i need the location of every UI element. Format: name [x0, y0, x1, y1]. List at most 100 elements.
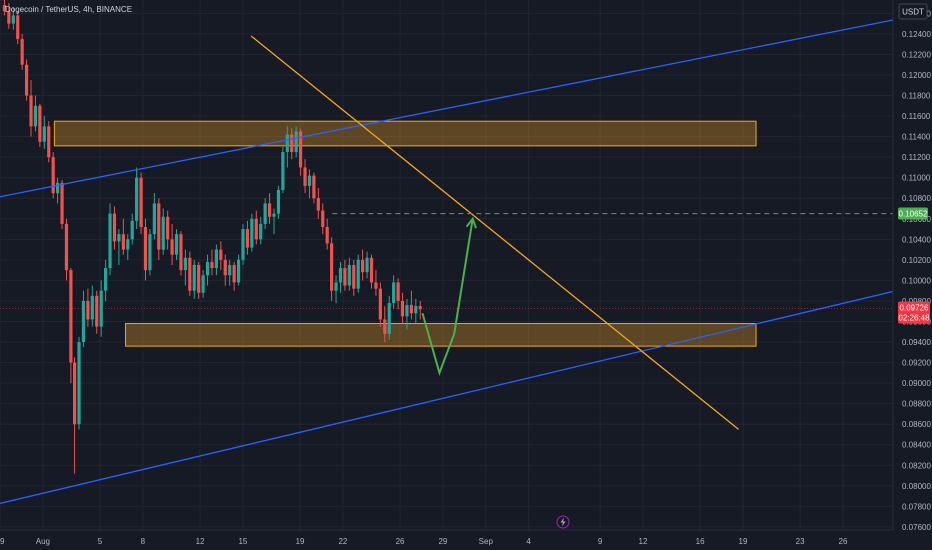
y-tick-label: 0.12400	[902, 30, 931, 39]
candle	[263, 203, 267, 224]
x-tick-label: 19	[296, 537, 305, 546]
candle	[205, 261, 210, 276]
x-tick-label: 23	[796, 537, 805, 546]
channel-lower-line[interactable]	[0, 277, 932, 505]
candle	[69, 270, 73, 363]
candle	[267, 203, 272, 217]
support-zone[interactable]	[125, 323, 757, 347]
candle	[307, 175, 312, 186]
candle	[214, 249, 219, 269]
candle	[143, 226, 148, 271]
candle	[126, 239, 130, 250]
candle	[281, 152, 285, 191]
x-tick-label: 12	[196, 537, 205, 546]
candle	[374, 282, 378, 289]
candle	[272, 213, 276, 217]
candle	[347, 265, 351, 286]
candle	[298, 131, 303, 168]
candle	[250, 218, 254, 248]
current-price-label: 0.09726	[900, 304, 929, 313]
candle	[51, 157, 55, 194]
y-tick-label: 0.08400	[902, 441, 931, 450]
x-tick-label: 15	[238, 537, 247, 546]
candle	[161, 216, 165, 250]
countdown-label: 02:26:48	[898, 314, 930, 323]
y-tick-label: 0.09400	[902, 338, 931, 347]
candle	[210, 261, 214, 269]
candle	[56, 182, 60, 194]
y-tick-label: 0.11200	[902, 153, 931, 162]
candle	[86, 300, 90, 320]
candle	[316, 198, 320, 211]
candle	[166, 216, 170, 240]
y-tick-label: 0.10200	[902, 256, 931, 265]
channel-upper-line[interactable]	[0, 8, 932, 198]
candle	[352, 265, 356, 289]
x-tick-label: 5	[98, 537, 103, 546]
price-axis[interactable]	[893, 0, 932, 530]
y-tick-label: 0.09000	[902, 379, 931, 388]
resistance-zone[interactable]	[53, 120, 757, 147]
candle	[321, 210, 325, 227]
x-tick-label: 26	[396, 537, 405, 546]
candle	[418, 306, 422, 310]
candle	[276, 190, 281, 214]
candle	[139, 177, 143, 227]
candles-layer	[2, 0, 422, 474]
candle	[179, 234, 183, 271]
y-tick-label: 0.10800	[902, 194, 931, 203]
y-tick-label: 0.11000	[902, 174, 931, 183]
candle	[405, 305, 409, 317]
candle	[312, 175, 316, 199]
candle	[285, 134, 289, 153]
y-tick-label: 0.12200	[902, 50, 931, 59]
candle	[99, 290, 103, 327]
candle	[232, 265, 236, 283]
time-axis-ticks: 29 Aug 5 8 12 15 19 22 26 29 Sep 4 9 12 16 19 23 26	[0, 537, 848, 546]
candle	[29, 95, 33, 127]
candle	[409, 305, 413, 314]
target-price-badge	[898, 207, 928, 220]
candle	[236, 259, 241, 283]
candle	[33, 105, 38, 127]
y-tick-label: 0.11800	[902, 92, 931, 101]
currency-button[interactable]	[898, 3, 928, 20]
candle	[356, 259, 360, 289]
y-tick-label: 0.09200	[902, 359, 931, 368]
descending-trendline[interactable]	[250, 35, 739, 430]
candle	[290, 134, 294, 153]
candle	[77, 342, 81, 425]
x-tick-label: 22	[338, 537, 347, 546]
x-tick-label: 12	[639, 537, 648, 546]
candle	[223, 259, 227, 276]
time-axis[interactable]	[0, 530, 932, 550]
projection-path[interactable]	[421, 218, 474, 377]
y-tick-label: 0.10000	[902, 276, 931, 285]
zones-layer	[53, 120, 757, 347]
x-tick-label: 29	[0, 537, 5, 546]
candle	[104, 268, 108, 291]
drawings-layer	[0, 8, 932, 505]
y-tick-label: 0.08200	[902, 461, 931, 470]
candle	[11, 15, 15, 24]
candle	[148, 234, 152, 271]
current-price-badge	[898, 301, 930, 324]
x-tick-label: 9	[598, 537, 603, 546]
candle	[192, 265, 196, 291]
candle	[64, 223, 69, 271]
target-price-label: 0.10652	[899, 209, 928, 218]
x-tick-label: 19	[739, 537, 748, 546]
y-tick-label: 0.11600	[902, 112, 931, 121]
candle	[72, 362, 77, 425]
projection-arrowhead	[465, 216, 477, 229]
candle	[38, 105, 42, 142]
candle	[201, 275, 205, 293]
y-tick-label: 0.09800	[902, 297, 931, 306]
candle	[378, 288, 382, 320]
candle	[16, 15, 20, 40]
candle	[343, 268, 347, 286]
candle	[95, 295, 99, 327]
y-tick-label: 0.10400	[902, 235, 931, 244]
